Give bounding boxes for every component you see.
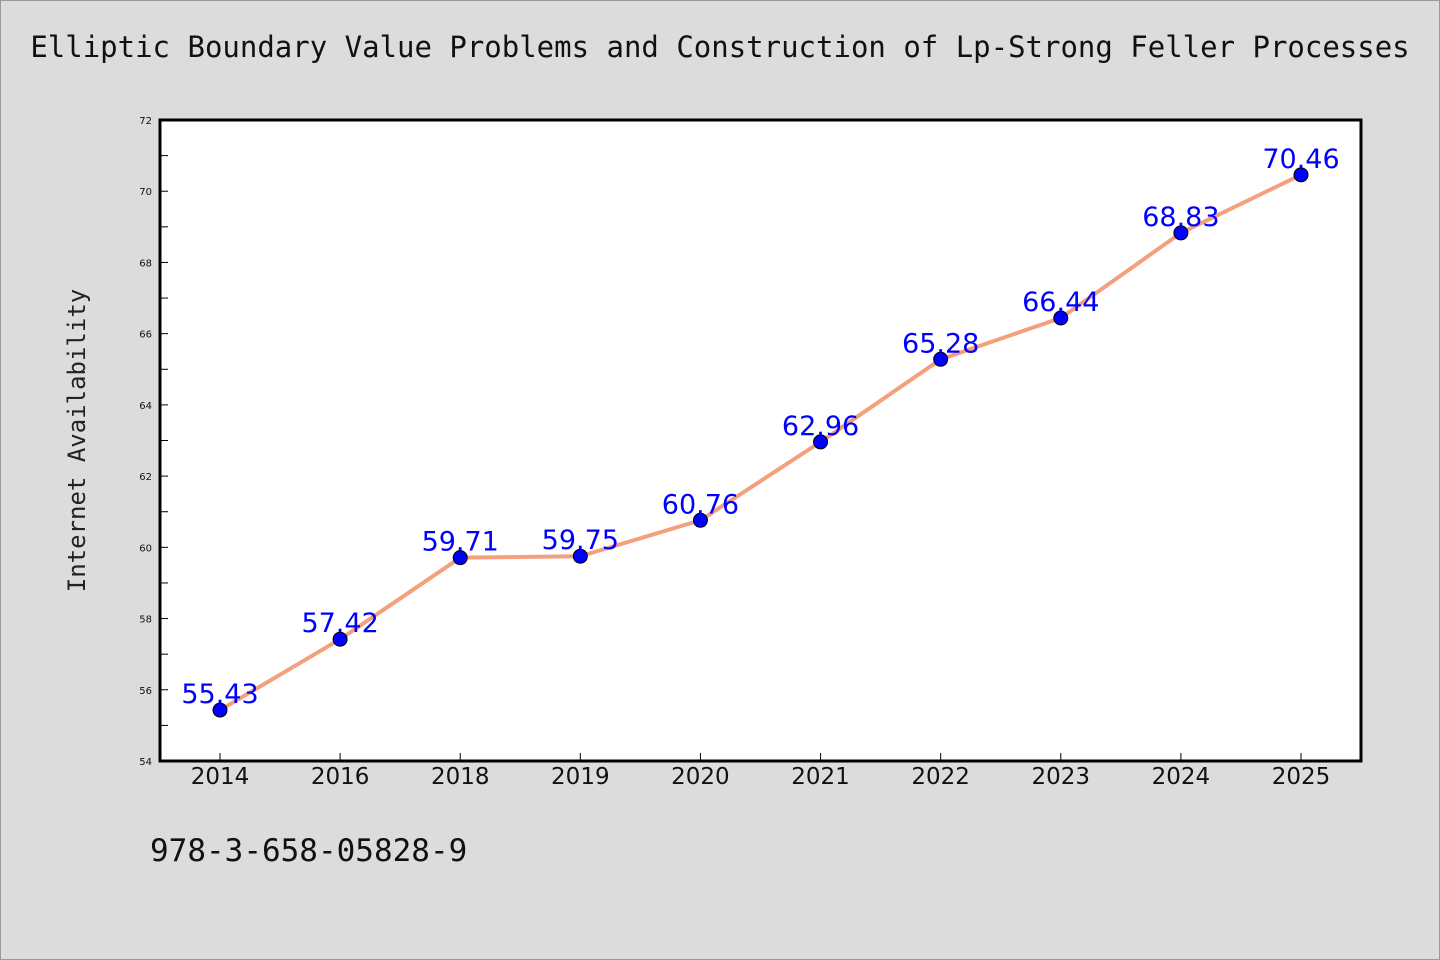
chart-title: Elliptic Boundary Value Problems and Con… bbox=[30, 30, 1410, 64]
data-label: 55.43 bbox=[181, 679, 258, 710]
data-point bbox=[572, 548, 588, 564]
y-tick-label: 68 bbox=[139, 258, 152, 269]
data-label: 68.83 bbox=[1142, 202, 1219, 233]
plot-area bbox=[158, 118, 1363, 763]
x-tick-label: 2014 bbox=[191, 764, 250, 790]
y-axis-label: Internet Availability bbox=[63, 289, 91, 592]
data-point bbox=[1293, 167, 1309, 183]
y-tick-label: 72 bbox=[139, 116, 152, 127]
y-tick-label: 70 bbox=[139, 187, 152, 198]
data-label: 62.96 bbox=[782, 411, 859, 442]
x-tick-label: 2018 bbox=[431, 764, 490, 790]
data-point bbox=[933, 351, 949, 367]
y-tick-label: 54 bbox=[139, 757, 152, 768]
x-tick-label: 2025 bbox=[1272, 764, 1331, 790]
x-axis: 2014 2016 2018 2019 2020 2021 2022 2023 2024 2025 bbox=[191, 753, 1331, 790]
data-label: 59.75 bbox=[542, 525, 619, 556]
data-point bbox=[332, 631, 348, 647]
data-label: 59.71 bbox=[422, 527, 499, 558]
data-point bbox=[1053, 310, 1069, 326]
series-line bbox=[218, 172, 1303, 713]
data-point bbox=[212, 702, 228, 718]
data-point bbox=[452, 550, 468, 566]
isbn-text: 978-3-658-05828-9 bbox=[150, 833, 468, 869]
y-tick-label: 62 bbox=[139, 472, 152, 483]
data-point bbox=[692, 512, 708, 528]
data-label: 60.76 bbox=[662, 489, 739, 520]
x-tick-label: 2021 bbox=[791, 764, 850, 790]
x-tick-label: 2016 bbox=[311, 764, 370, 790]
y-tick-label: 58 bbox=[139, 615, 152, 626]
x-tick-label: 2020 bbox=[671, 764, 730, 790]
x-tick-label: 2019 bbox=[551, 764, 610, 790]
data-label: 66.44 bbox=[1022, 287, 1099, 318]
x-tick-label: 2022 bbox=[911, 764, 970, 790]
y-tick-label: 56 bbox=[139, 686, 152, 697]
y-tick-label: 64 bbox=[139, 401, 152, 412]
data-point bbox=[813, 434, 829, 450]
y-tick-label: 60 bbox=[139, 543, 152, 554]
series-group: 55.43 57.42 59.71 59.75 60.76 62.96 65.28 66.44… bbox=[181, 144, 1340, 718]
data-label: 57.42 bbox=[301, 608, 378, 639]
data-point bbox=[1173, 225, 1189, 241]
data-label: 65.28 bbox=[902, 328, 979, 359]
y-axis: 54 56 58 60 62 64 66 68 70 72 bbox=[139, 116, 168, 768]
data-label: 70.46 bbox=[1262, 144, 1339, 175]
y-tick-label: 66 bbox=[139, 330, 152, 341]
x-tick-label: 2023 bbox=[1032, 764, 1091, 790]
x-tick-label: 2024 bbox=[1152, 764, 1211, 790]
